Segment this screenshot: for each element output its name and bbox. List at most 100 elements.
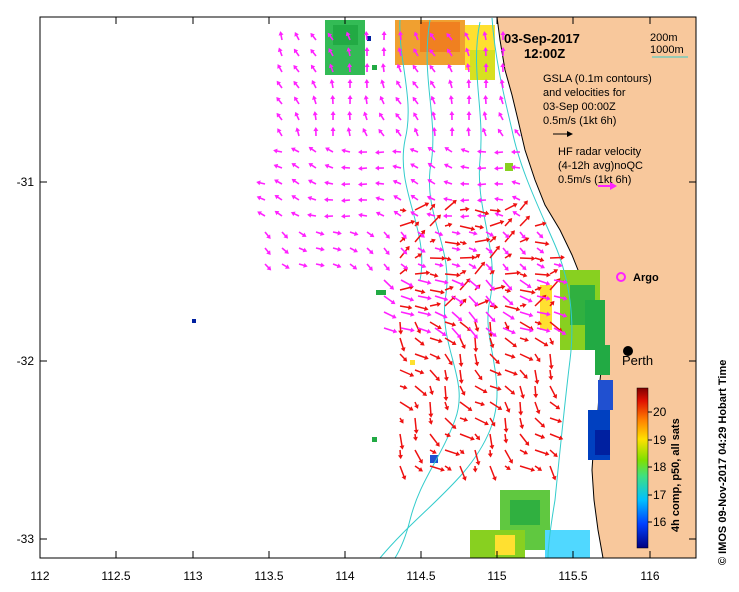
vector-arrow: [519, 465, 533, 471]
vector-arrowhead: [375, 180, 380, 186]
vector-arrowhead: [290, 147, 296, 152]
vector-arrow: [459, 433, 473, 440]
colorbar: 20 19 18 17 16 4h comp, p50, all sats: [636, 387, 682, 549]
vector-arrowhead: [413, 127, 419, 133]
vector-arrowhead: [484, 420, 489, 426]
vector-arrowhead: [563, 279, 568, 285]
axis-ticks: [39, 17, 696, 558]
vector-arrow: [429, 433, 439, 445]
vector-arrowhead: [523, 450, 529, 455]
vector-arrowhead: [507, 285, 513, 291]
vector-arrowhead: [506, 465, 511, 470]
vector-arrowhead: [551, 475, 557, 481]
credit-text: © IMOS 09-Nov-2017 04:29 Hobart Time: [717, 360, 729, 565]
vector-arrow: [534, 385, 537, 396]
vector-arrowhead: [389, 285, 395, 290]
vector-arrowhead: [451, 340, 457, 345]
vector-arrowhead: [456, 246, 461, 252]
vector-arrow: [396, 98, 402, 105]
vector-arrowhead: [470, 435, 475, 441]
vector-arrow: [414, 272, 428, 275]
vector-arrowhead: [490, 421, 496, 427]
vector-arrowhead: [436, 302, 442, 307]
vector-arrowhead: [412, 80, 417, 86]
vector-arrow: [553, 263, 561, 267]
vector-arrowhead: [529, 327, 534, 333]
vector-arrowhead: [312, 95, 317, 100]
vector-arrowhead: [408, 406, 414, 411]
vector-arrowhead: [397, 454, 403, 460]
vector-arrowhead: [274, 179, 279, 184]
vector-arrow: [429, 321, 440, 329]
vector-arrowhead: [460, 164, 465, 170]
vector-arrow: [549, 385, 556, 397]
vector-arrow: [349, 263, 356, 269]
vector-arrowhead: [363, 95, 369, 100]
vector-arrowhead: [477, 375, 483, 381]
vector-arrowhead: [330, 111, 336, 116]
vector-arrowhead: [495, 359, 500, 365]
vector-arrowhead: [525, 215, 531, 221]
vector-arrowhead: [364, 63, 370, 68]
vector-arrow: [459, 401, 471, 410]
vector-arrow: [451, 311, 461, 320]
vector-arrow: [444, 321, 454, 326]
vector-arrow: [519, 449, 526, 454]
vector-arrow: [504, 353, 514, 358]
vector-arrowhead: [546, 311, 551, 317]
vector-arrowhead: [293, 48, 299, 54]
vector-arrowhead: [456, 262, 461, 268]
vector-arrowhead: [492, 476, 497, 481]
vector-arrowhead: [558, 435, 564, 441]
gsla-legend-line: 0.5m/s (1kt 6h): [543, 115, 616, 127]
vector-arrowhead: [447, 63, 453, 69]
vector-arrowhead: [324, 213, 329, 219]
vector-arrowhead: [474, 327, 480, 332]
vector-arrowhead: [524, 441, 530, 446]
vector-arrow: [417, 231, 424, 237]
vector-arrow: [450, 97, 453, 105]
vector-arrowhead: [418, 459, 423, 464]
vector-arrow: [489, 353, 499, 363]
map-time: 12:00Z: [524, 46, 565, 61]
vector-arrowhead: [427, 147, 433, 152]
vector-arrowhead: [283, 234, 289, 239]
vector-arrowhead: [291, 178, 297, 184]
vector-arrow: [429, 401, 432, 415]
vector-arrow: [519, 257, 533, 260]
vector-arrowhead: [410, 327, 415, 333]
vector-arrowhead: [483, 63, 489, 68]
vector-arrow: [295, 114, 300, 121]
vector-arrowhead: [475, 435, 481, 441]
vector-arrowhead: [392, 164, 397, 170]
vector-arrowhead: [473, 318, 478, 323]
vector-arrowhead: [512, 203, 518, 208]
vector-arrowhead: [463, 417, 469, 422]
vector-arrow: [444, 369, 448, 379]
vector-arrow: [281, 263, 288, 268]
vector-arrow: [414, 114, 419, 121]
vector-arrow: [549, 465, 556, 478]
vector-arrowhead: [266, 265, 272, 271]
vector-arrow: [444, 449, 458, 455]
vector-arrow: [396, 130, 402, 137]
vector-arrow: [327, 148, 334, 153]
vector-arrowhead: [408, 304, 413, 310]
vector-arrow: [468, 327, 477, 338]
vector-arrow: [534, 241, 547, 245]
vector-arrow: [417, 279, 429, 284]
vector-arrow: [519, 202, 527, 211]
vector-arrow: [348, 129, 351, 137]
vector-arrowhead: [483, 95, 489, 100]
vector-arrow: [504, 417, 507, 430]
vector-arrow: [519, 217, 529, 227]
vector-arrowhead: [490, 270, 495, 275]
vector-arrow: [504, 337, 516, 347]
vector-arrow: [451, 327, 460, 337]
contour-legend: 200m 1000m: [650, 32, 688, 58]
vector-arrowhead: [483, 79, 489, 84]
vector-arrowhead: [520, 394, 525, 399]
vector-arrow: [485, 327, 495, 336]
vector-arrowhead: [424, 306, 429, 311]
vector-arrowhead: [460, 281, 465, 287]
